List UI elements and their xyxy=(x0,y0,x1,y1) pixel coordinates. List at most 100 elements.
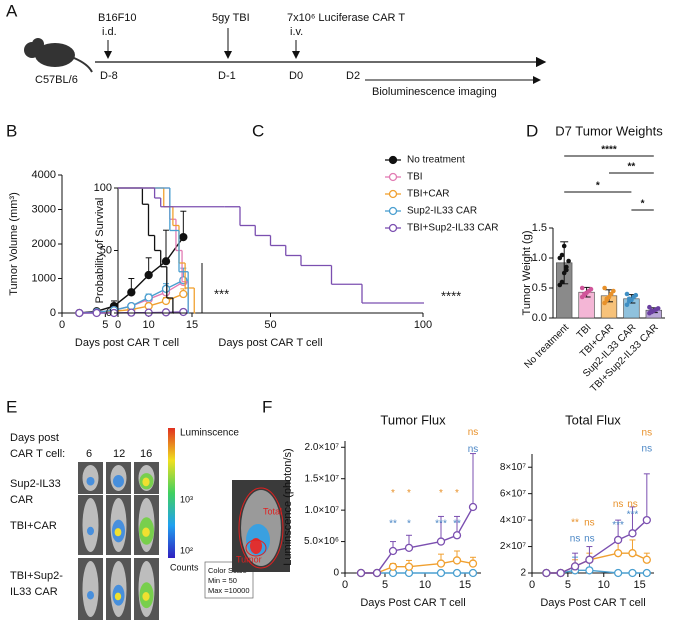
error-bar xyxy=(180,210,187,238)
annotation: ** xyxy=(571,517,579,528)
row-label: CAR xyxy=(10,494,33,506)
chart-title: D7 Tumor Weights xyxy=(555,123,663,138)
dot xyxy=(559,252,565,258)
y-tick-label: 1.0 xyxy=(532,252,547,264)
point xyxy=(628,549,637,558)
scale-box-text: Color Scale xyxy=(208,566,247,575)
y-tick-label: 2.0×10⁷ xyxy=(305,442,340,453)
dot xyxy=(633,292,639,298)
point xyxy=(613,568,623,578)
signal-core xyxy=(114,528,122,537)
annotation: * xyxy=(407,519,411,530)
event-day: D0 xyxy=(289,70,303,82)
legend-label: No treatment xyxy=(407,155,465,166)
sig-label: * xyxy=(596,181,600,192)
point xyxy=(628,529,637,538)
x-tick-label: 10 xyxy=(598,579,610,591)
point xyxy=(468,568,478,578)
legend-label: Sup2-IL33 CAR xyxy=(407,206,477,217)
imaging-label: Bioluminescence imaging xyxy=(372,86,497,98)
row-label: TBI+Sup2- xyxy=(10,570,63,582)
scale-unit: Counts xyxy=(170,562,199,572)
y-tick-label: 0.5 xyxy=(532,282,547,294)
x-axis-label: Days post CAR T cell xyxy=(218,337,322,349)
annotation: ns xyxy=(468,427,479,438)
point xyxy=(642,555,651,564)
y-tick-label: 0 xyxy=(333,568,339,579)
y-tick-label: 0 xyxy=(50,307,56,319)
x-tick-label: 0 xyxy=(59,319,65,331)
mouse-images xyxy=(78,462,159,620)
error-bar xyxy=(163,229,169,262)
annotation: ns xyxy=(613,499,624,510)
event-sub: i.d. xyxy=(102,26,117,38)
x-tick-label: 10 xyxy=(419,579,431,591)
signal-core xyxy=(142,527,150,537)
y-axis-label: Luminscence (photon/s) xyxy=(282,448,294,565)
point xyxy=(468,502,478,512)
point xyxy=(388,546,398,556)
imaging-header: CAR T cell: xyxy=(10,448,65,460)
scale-title: Luminscence xyxy=(180,428,239,439)
annotation: *** xyxy=(435,519,447,530)
point xyxy=(404,562,414,571)
annotation: ** xyxy=(389,519,397,530)
x-tick-label: 0 xyxy=(529,579,535,591)
panel-label: F xyxy=(262,397,272,416)
x-tick-label: 50 xyxy=(264,319,276,331)
signal-core xyxy=(142,592,150,601)
point xyxy=(179,232,188,242)
error-bar xyxy=(643,473,650,521)
annotation: ns xyxy=(642,443,653,454)
scale-tick: 10³ xyxy=(180,494,193,504)
event-day: D2 xyxy=(346,70,360,82)
series-line xyxy=(546,519,648,574)
annotation: ns xyxy=(584,533,595,544)
signal-core xyxy=(114,592,122,601)
x-axis-label: Days Post CAR T cell xyxy=(540,597,645,609)
y-axis-label: Probability of Survival xyxy=(94,198,106,304)
point xyxy=(75,308,84,318)
point xyxy=(452,556,462,565)
annotation: *** xyxy=(612,520,624,531)
point xyxy=(585,555,594,564)
x-tick-label: 100 xyxy=(414,319,432,331)
y-tick-label: 4×10⁷ xyxy=(500,515,527,526)
x-tick-label: 15 xyxy=(186,319,198,331)
sig-label: * xyxy=(641,199,645,210)
y-tick-label: 1000 xyxy=(32,272,56,284)
y-tick-label: 6×10⁷ xyxy=(500,488,527,499)
annotation: * xyxy=(407,488,411,499)
x-tick-label: 5 xyxy=(565,579,571,591)
x-tick-label: 0 xyxy=(342,579,348,591)
event-label: B16F10 xyxy=(98,12,137,24)
point xyxy=(570,562,580,571)
point xyxy=(161,284,171,294)
point xyxy=(436,537,446,546)
signal xyxy=(113,475,124,488)
point xyxy=(613,549,623,558)
x-tick-label: 15 xyxy=(634,579,646,591)
annotation: * xyxy=(455,488,459,499)
point xyxy=(613,535,623,545)
scale-tick: 10² xyxy=(180,545,193,555)
point xyxy=(436,568,446,578)
panel-label: D xyxy=(526,121,538,140)
legend-label: TBI xyxy=(407,172,423,183)
x-tick-label: No treatment xyxy=(523,322,572,371)
y-tick-label: 0.0 xyxy=(532,312,547,324)
sig-label: ** xyxy=(628,162,636,173)
dot xyxy=(655,306,661,311)
panel-label: E xyxy=(6,397,17,416)
x-tick-label: 5 xyxy=(102,319,108,331)
sig-label: **** xyxy=(601,145,617,156)
event-sub: i.v. xyxy=(290,26,303,38)
x-tick-label: TBI xyxy=(575,322,594,341)
dot xyxy=(561,243,567,249)
x-tick-label: 15 xyxy=(459,579,471,591)
mouse-body xyxy=(82,561,99,617)
y-tick-label: 2×10⁷ xyxy=(500,541,527,552)
y-tick-label: 3000 xyxy=(32,203,56,215)
point xyxy=(144,293,153,302)
